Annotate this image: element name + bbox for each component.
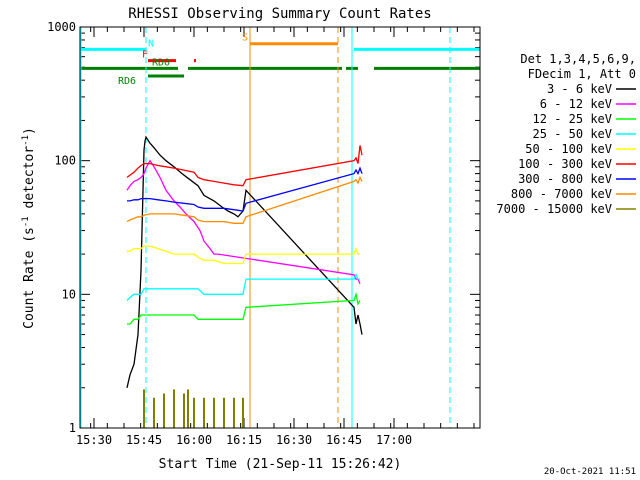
y-axis-label-sup2: -1 (21, 135, 31, 146)
flag-bars: N S F RD0 RD6 (80, 33, 480, 87)
x-axis-label: Start Time (21-Sep-11 15:26:42) (159, 457, 402, 472)
legend-item: 25 - 50 keV (533, 127, 612, 141)
series-line (126, 175, 363, 224)
chart-title: RHESSI Observing Summary Count Rates (128, 6, 431, 22)
legend-item: 3 - 6 keV (547, 82, 612, 96)
y-axis-label-sup1: -1 (21, 216, 31, 227)
x-tick-label: 16:15 (226, 433, 262, 447)
series-line (126, 273, 360, 301)
legend-item: 300 - 800 keV (518, 172, 612, 186)
y-axis-label: Count Rate (s-1 detector-1) (21, 127, 37, 329)
flag-label-f: F (142, 50, 148, 61)
y-axis-label-mid: detector (22, 146, 37, 217)
series-line (127, 291, 361, 325)
legend-header-2: FDecim 1, Att 0 (528, 67, 636, 81)
series-line (126, 135, 363, 388)
y-tick-label: 100 (54, 154, 76, 168)
legend-header-1: Det 1,3,4,5,6,9, (520, 52, 636, 66)
series-line (126, 145, 363, 187)
y-tick-label: 1 (69, 421, 76, 435)
y-axis-label-end: ) (22, 127, 37, 135)
vline-group (80, 27, 451, 428)
x-tick-label: 17:00 (376, 433, 412, 447)
x-tick-label: 15:45 (126, 433, 162, 447)
plot-frame (79, 26, 481, 429)
y-tick-label: 1000 (47, 20, 76, 34)
flag-label-rd6: RD6 (118, 76, 136, 87)
series-group (126, 135, 363, 428)
y-axis-label-main: Count Rate (s (22, 227, 37, 329)
series-line (127, 245, 360, 265)
tick-group: 1 10 100 1000 15:30 15:45 16:00 16:15 16:30 16:45… (47, 20, 480, 447)
series-line (126, 159, 361, 284)
flag-label-s: S (242, 33, 248, 44)
x-tick-label: 15:30 (76, 433, 112, 447)
y-tick-label: 10 (62, 287, 76, 301)
legend-item: 100 - 300 keV (518, 157, 612, 171)
legend: Det 1,3,4,5,6,9, FDecim 1, Att 0 3 - 6 k… (496, 52, 636, 216)
x-tick-label: 16:00 (176, 433, 212, 447)
legend-item: 50 - 100 keV (525, 142, 612, 156)
flag-label-n: N (148, 38, 154, 49)
x-tick-label: 16:45 (326, 433, 362, 447)
footer-timestamp: 20-Oct-2021 11:51 (544, 467, 636, 477)
x-tick-label: 16:30 (276, 433, 312, 447)
legend-item: 12 - 25 keV (533, 112, 612, 126)
legend-item: 7000 - 15000 keV (496, 202, 612, 216)
legend-item: 800 - 7000 keV (511, 187, 612, 201)
series-line (127, 166, 363, 212)
legend-item: 6 - 12 keV (540, 97, 612, 111)
flag-label-rd0: RD0 (152, 57, 170, 68)
